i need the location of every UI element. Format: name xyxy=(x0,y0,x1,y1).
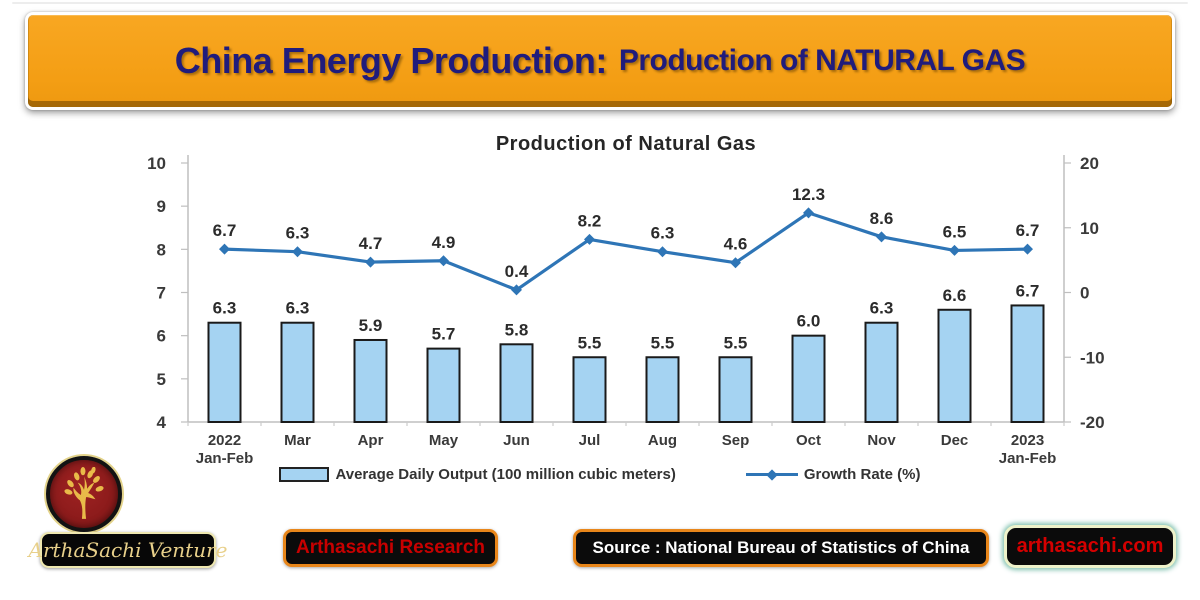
legend-label-bars: Average Daily Output (100 million cubic … xyxy=(335,466,676,483)
line-marker xyxy=(876,231,887,243)
right-axis-tick-label: 20 xyxy=(1080,154,1099,173)
x-axis-label: Dec xyxy=(941,432,969,449)
left-axis-tick-label: 8 xyxy=(157,240,166,259)
right-axis-tick-label: -10 xyxy=(1080,348,1105,367)
right-axis-tick-label: 0 xyxy=(1080,284,1089,303)
line-marker xyxy=(949,244,960,256)
bar-value-label: 6.0 xyxy=(797,312,821,331)
output-bar xyxy=(207,321,242,423)
right-axis-tick-label: 10 xyxy=(1080,219,1099,238)
legend-item-bars: Average Daily Output (100 million cubic … xyxy=(279,466,676,483)
x-axis-label: Apr xyxy=(358,432,384,449)
legend-label-line: Growth Rate (%) xyxy=(803,466,921,483)
chart-legend: Average Daily Output (100 million cubic … xyxy=(0,466,1200,483)
x-axis-label: May xyxy=(429,432,459,449)
output-bar xyxy=(426,347,461,423)
line-value-label: 0.4 xyxy=(505,262,529,281)
output-bar xyxy=(499,343,534,423)
header-banner: China Energy Production: Production of N… xyxy=(25,12,1175,110)
output-bar xyxy=(864,321,899,423)
logo-name-plate: ArthaSachi Venture xyxy=(29,532,227,568)
x-axis-label: Sep xyxy=(722,432,750,449)
x-axis-label: Oct xyxy=(796,432,821,449)
bar-value-label: 5.5 xyxy=(724,333,748,352)
output-bar xyxy=(280,321,315,423)
line-swatch-icon xyxy=(745,468,798,481)
line-value-label: 8.6 xyxy=(870,209,894,228)
line-value-label: 6.3 xyxy=(651,224,675,243)
x-axis-label: Jul xyxy=(579,432,601,449)
page-top-shadow xyxy=(12,2,1188,4)
left-axis-tick-label: 6 xyxy=(157,327,166,346)
natural-gas-chart: Production of Natural Gas 4 5 6 7 8 9 10 -20 -10 0… xyxy=(147,133,1105,467)
line-marker xyxy=(1022,243,1033,255)
bar-value-label: 6.6 xyxy=(943,286,967,305)
right-axis-tick-label: -20 xyxy=(1080,413,1105,432)
left-axis-tick-label: 5 xyxy=(157,370,166,389)
diamond-marker-icon xyxy=(766,468,778,481)
bar-value-label: 5.5 xyxy=(578,333,602,352)
line-marker xyxy=(365,256,376,268)
left-axis-tick-label: 10 xyxy=(147,154,166,173)
bar-value-label: 6.7 xyxy=(1016,281,1040,300)
line-value-label: 8.2 xyxy=(578,211,602,230)
line-value-label: 12.3 xyxy=(792,185,825,204)
website-badge: arthasachi.com xyxy=(1004,525,1176,568)
bar-value-label: 6.3 xyxy=(213,299,237,318)
bar-swatch-icon xyxy=(279,467,330,482)
bar-value-label: 5.8 xyxy=(505,320,529,339)
bar-value-label: 6.3 xyxy=(286,299,310,318)
output-bar xyxy=(791,334,826,424)
output-bar xyxy=(572,356,607,423)
x-axis-label: Nov xyxy=(867,432,896,449)
left-axis-tick-label: 4 xyxy=(157,413,167,432)
line-marker xyxy=(657,246,668,258)
growth-rate-line xyxy=(222,211,1030,292)
output-bar xyxy=(353,338,388,424)
chart-title: Production of Natural Gas xyxy=(496,133,756,155)
research-badge: Arthasachi Research xyxy=(283,529,498,567)
line-marker xyxy=(219,243,230,255)
line-marker xyxy=(803,207,814,219)
output-bar xyxy=(718,356,753,423)
page-title-sub: Production of NATURAL GAS xyxy=(618,44,1026,77)
line-value-label: 6.5 xyxy=(943,222,967,241)
bar-value-label: 6.3 xyxy=(870,299,894,318)
line-marker xyxy=(730,257,741,269)
tree-icon xyxy=(64,467,104,519)
output-bar xyxy=(937,308,972,423)
output-bar xyxy=(645,356,680,423)
line-value-label: 4.7 xyxy=(359,234,383,253)
arthasachi-logo xyxy=(46,456,122,532)
x-axis-label: 2022 Jan-Feb xyxy=(196,432,254,467)
x-axis-label: Jun xyxy=(503,432,530,449)
source-badge: Source : National Bureau of Statistics o… xyxy=(573,529,989,567)
line-marker xyxy=(584,233,595,245)
line-value-label: 6.7 xyxy=(213,221,237,240)
legend-item-line: Growth Rate (%) xyxy=(745,466,921,483)
x-axis-label: Mar xyxy=(284,432,311,449)
bar-value-label: 5.5 xyxy=(651,333,675,352)
line-marker xyxy=(438,255,449,267)
line-marker xyxy=(292,246,303,258)
output-bar xyxy=(1010,304,1045,423)
header-banner-inner: China Energy Production: Production of N… xyxy=(28,15,1172,107)
line-value-label: 6.7 xyxy=(1016,221,1040,240)
line-value-label: 6.3 xyxy=(286,224,310,243)
line-value-label: 4.9 xyxy=(432,233,456,252)
x-axis-label: 2023 Jan-Feb xyxy=(999,432,1057,467)
x-axis-label: Aug xyxy=(648,432,677,449)
left-axis-tick-label: 7 xyxy=(157,284,166,303)
line-value-label: 4.6 xyxy=(724,235,748,254)
bar-value-label: 5.9 xyxy=(359,316,383,335)
page-title-main: China Energy Production: xyxy=(174,40,608,81)
left-axis-tick-label: 9 xyxy=(157,197,166,216)
bar-value-label: 5.7 xyxy=(432,325,456,344)
line-marker xyxy=(511,284,522,296)
